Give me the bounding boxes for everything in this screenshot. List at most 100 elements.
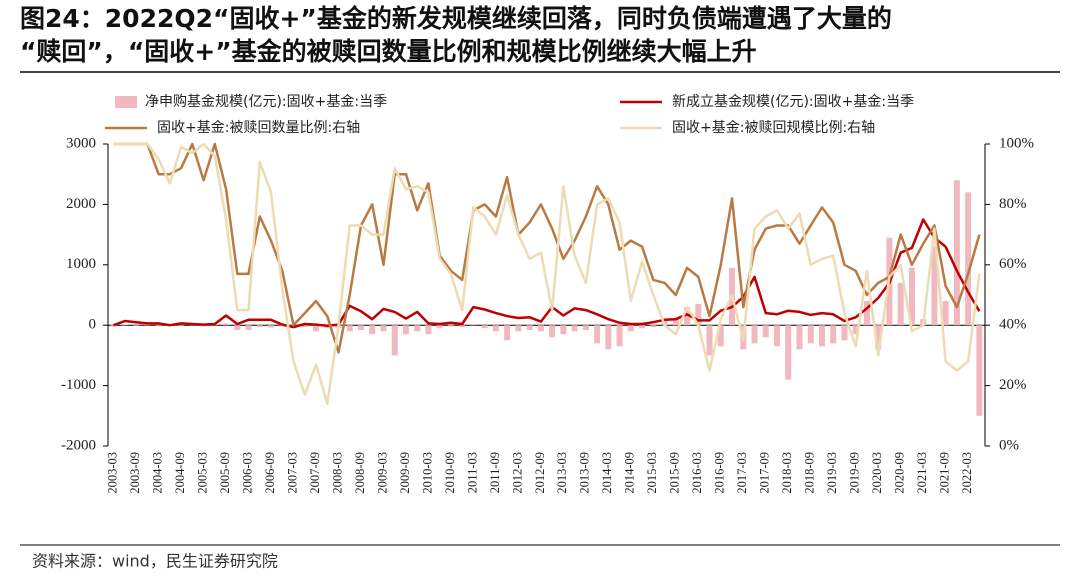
- bar: [650, 325, 657, 328]
- bar: [268, 325, 275, 328]
- bar: [796, 325, 803, 350]
- x-tick-label: 2013-09: [578, 452, 592, 494]
- bar: [380, 325, 387, 332]
- x-tick-label: 2019-03: [825, 452, 839, 494]
- bar: [695, 304, 702, 326]
- bar: [639, 325, 646, 329]
- x-tick-label: 2019-09: [848, 452, 862, 494]
- bar: [391, 325, 398, 356]
- x-tick-label: 2020-09: [893, 452, 907, 494]
- bar: [785, 325, 792, 380]
- x-tick-label: 2014-09: [623, 452, 637, 494]
- bar: [717, 325, 724, 347]
- bar: [481, 325, 488, 329]
- bar: [672, 319, 679, 326]
- x-tick-label: 2017-09: [758, 452, 772, 494]
- bar: [976, 325, 983, 416]
- bar: [897, 282, 904, 326]
- bar: [357, 325, 364, 331]
- bar: [110, 325, 117, 327]
- bar: [549, 325, 556, 338]
- bar: [953, 180, 960, 326]
- x-tick-label: 2013-03: [555, 452, 569, 494]
- bar: [301, 325, 308, 328]
- bar: [571, 325, 578, 332]
- bar: [223, 323, 230, 326]
- bar: [830, 325, 837, 344]
- x-tick-label: 2007-03: [285, 452, 299, 494]
- y2-tick-label: 80%: [999, 196, 1027, 212]
- x-tick-label: 2010-09: [443, 452, 457, 494]
- x-tick-label: 2005-03: [195, 452, 209, 494]
- bar: [616, 325, 623, 347]
- x-tick-label: 2012-03: [510, 452, 524, 494]
- bar: [807, 325, 814, 344]
- x-tick-label: 2009-09: [398, 452, 412, 494]
- x-tick-label: 2016-09: [713, 452, 727, 494]
- y-tick-label: -1000: [61, 377, 96, 393]
- bar: [155, 325, 162, 327]
- bar: [751, 325, 758, 344]
- legend-label: 固收+基金:被赎回规模比例:右轴: [672, 119, 875, 136]
- x-tick-label: 2003-09: [128, 452, 142, 494]
- x-tick-label: 2007-09: [308, 452, 322, 494]
- y2-tick-label: 60%: [999, 256, 1027, 272]
- bar: [178, 325, 185, 326]
- bar: [425, 325, 432, 335]
- bar: [773, 325, 780, 347]
- x-tick-label: 2006-09: [263, 452, 277, 494]
- chart-title: 图24：2022Q2“固收+”基金的新发规模继续回落，同时负债端遭遇了大量的: [20, 4, 892, 33]
- x-tick-label: 2020-03: [870, 452, 884, 494]
- bar: [605, 325, 612, 350]
- y-tick-label: 3000: [66, 135, 96, 151]
- bar: [346, 325, 353, 332]
- x-tick-label: 2015-09: [668, 452, 682, 494]
- bar: [121, 324, 128, 326]
- x-tick-label: 2008-09: [353, 452, 367, 494]
- bar: [863, 301, 870, 326]
- x-tick-label: 2015-03: [645, 452, 659, 494]
- bar: [402, 325, 409, 335]
- x-tick-label: 2022-03: [960, 452, 974, 494]
- y2-tick-label: 20%: [999, 377, 1027, 393]
- bar: [818, 325, 825, 347]
- y-tick-label: -2000: [61, 437, 96, 453]
- bar: [762, 325, 769, 338]
- x-tick-label: 2011-03: [465, 452, 479, 493]
- bar: [313, 325, 320, 332]
- bar: [852, 325, 859, 335]
- bar: [706, 325, 713, 356]
- bar: [414, 325, 421, 332]
- bar: [931, 246, 938, 326]
- bar: [594, 325, 601, 344]
- bar: [627, 325, 634, 332]
- bar: [560, 325, 567, 335]
- bar: [447, 325, 454, 327]
- bar: [133, 325, 140, 326]
- y-tick-label: 0: [89, 317, 97, 333]
- legend-label: 净申购基金规模(亿元):固收+基金:当季: [145, 93, 387, 110]
- chart-title: “赎回”，“固收+”基金的被赎回数量比例和规模比例继续大幅上升: [20, 37, 757, 66]
- bar: [582, 325, 589, 331]
- bar: [369, 325, 376, 335]
- bar: [526, 325, 533, 331]
- x-tick-label: 2014-03: [600, 452, 614, 494]
- x-tick-label: 2011-09: [488, 452, 502, 493]
- x-tick-label: 2012-09: [533, 452, 547, 494]
- line: [113, 142, 981, 354]
- bar: [537, 325, 544, 332]
- y2-tick-label: 100%: [999, 135, 1034, 151]
- bar: [965, 192, 972, 326]
- bar: [875, 325, 882, 350]
- bar: [245, 325, 252, 331]
- x-tick-label: 2021-03: [915, 452, 929, 494]
- source: 资料来源：wind，民生证券研究院: [32, 552, 278, 571]
- x-tick-label: 2009-03: [375, 452, 389, 494]
- x-tick-label: 2005-09: [218, 452, 232, 494]
- x-tick-label: 2010-03: [420, 452, 434, 494]
- y-tick-label: 2000: [66, 196, 96, 212]
- y2-tick-label: 0%: [999, 437, 1019, 453]
- x-tick-label: 2004-03: [150, 452, 164, 494]
- x-tick-label: 2018-03: [780, 452, 794, 494]
